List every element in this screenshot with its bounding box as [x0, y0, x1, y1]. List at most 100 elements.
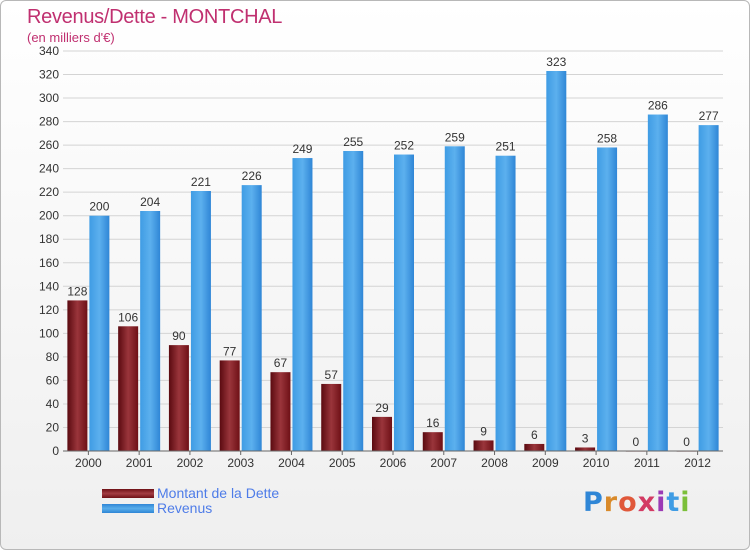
bar-dette-2000 — [67, 300, 88, 451]
x-tick-label-2008: 2008 — [481, 456, 508, 470]
data-label-dette-2006: 29 — [375, 401, 389, 415]
bar-revenus-2001 — [140, 211, 161, 451]
data-label-revenus-2000: 200 — [89, 200, 109, 214]
data-label-revenus-2004: 249 — [292, 142, 312, 156]
logo-letter: P — [583, 487, 604, 518]
data-label-dette-2002: 90 — [172, 329, 186, 343]
y-tick-label: 0 — [52, 444, 59, 458]
data-label-revenus-2003: 226 — [242, 169, 262, 183]
bars — [67, 71, 719, 452]
data-label-dette-2001: 106 — [118, 310, 138, 324]
y-tick-label: 100 — [39, 326, 59, 340]
bar-revenus-2011 — [647, 114, 668, 451]
x-axis-ticks: 2000 2001 2002 2003 2004 2005 2006 2007 2008 2009… — [75, 451, 711, 470]
bar-revenus-2003 — [241, 185, 262, 451]
bar-dette-2006 — [372, 416, 392, 451]
bar-revenus-2006 — [394, 154, 414, 451]
legend-label-revenus: Revenus — [157, 500, 213, 516]
y-tick-label: 300 — [39, 91, 59, 105]
y-tick-label: 40 — [46, 397, 60, 411]
x-tick-label-2000: 2000 — [75, 456, 102, 470]
bar-revenus-2008 — [495, 155, 516, 452]
bar-dette-2004 — [270, 372, 291, 451]
x-tick-label-2012: 2012 — [684, 456, 711, 470]
bar-dette-2008 — [473, 440, 494, 451]
x-tick-label-2002: 2002 — [177, 456, 204, 470]
data-label-revenus-2009: 323 — [546, 55, 566, 69]
chart-title: Revenus/Dette - MONTCHAL — [27, 6, 283, 28]
y-tick-label: 20 — [46, 420, 60, 434]
legend-label-dette: Montant de la Dette — [157, 485, 280, 501]
bar-dette-2009 — [524, 443, 545, 451]
bar-dette-2001 — [118, 326, 139, 451]
data-labels: 1282001062049022177226672495725529252162… — [67, 55, 719, 449]
proxiti-logo: Proxiti — [583, 487, 691, 518]
x-tick-label-2005: 2005 — [329, 456, 356, 470]
y-tick-label: 160 — [39, 256, 59, 270]
y-tick-label: 200 — [39, 209, 59, 223]
y-tick-label: 220 — [39, 185, 59, 199]
bar-revenus-2000 — [89, 215, 110, 451]
y-axis-ticks: 0 20 40 60 80 100 120 140 160 180 200 220 240 260 280 3… — [39, 44, 59, 458]
y-tick-label: 240 — [39, 162, 59, 176]
data-label-dette-2010: 3 — [582, 431, 589, 445]
bar-revenus-2002 — [190, 191, 211, 451]
logo-letter: i — [656, 487, 667, 518]
data-label-revenus-2006: 252 — [394, 139, 414, 153]
logo-letter: r — [603, 487, 619, 518]
y-tick-label: 60 — [46, 373, 60, 387]
y-tick-label: 340 — [39, 44, 59, 58]
legend-swatch-dette — [102, 489, 154, 498]
logo-letter: x — [637, 487, 657, 518]
legend-swatch-revenus — [102, 504, 154, 513]
bar-revenus-2012 — [698, 125, 719, 451]
data-label-dette-2004: 67 — [274, 356, 288, 370]
data-label-revenus-2002: 221 — [191, 175, 211, 189]
bar-dette-2010 — [575, 447, 596, 451]
data-label-revenus-2005: 255 — [343, 135, 363, 149]
bar-dette-2005 — [321, 383, 342, 451]
data-label-revenus-2008: 251 — [496, 140, 516, 154]
data-label-revenus-2010: 258 — [597, 131, 617, 145]
data-label-dette-2000: 128 — [67, 284, 87, 298]
data-label-revenus-2011: 286 — [648, 99, 668, 113]
data-label-revenus-2001: 204 — [140, 195, 160, 209]
y-tick-label: 260 — [39, 138, 59, 152]
x-tick-label-2007: 2007 — [430, 456, 457, 470]
data-label-dette-2003: 77 — [223, 344, 237, 358]
x-tick-label-2004: 2004 — [278, 456, 305, 470]
data-label-dette-2011: 0 — [633, 435, 640, 449]
x-tick-label-2011: 2011 — [634, 456, 660, 470]
data-label-dette-2005: 57 — [325, 368, 339, 382]
x-tick-label-2003: 2003 — [227, 456, 254, 470]
data-label-revenus-2007: 259 — [445, 130, 465, 144]
bar-revenus-2005 — [343, 151, 364, 451]
y-tick-label: 120 — [39, 303, 59, 317]
bar-revenus-2007 — [444, 146, 465, 451]
y-tick-label: 180 — [39, 232, 59, 246]
data-label-dette-2007: 16 — [426, 416, 440, 430]
logo-letter: i — [680, 487, 691, 518]
bar-dette-2002 — [168, 345, 189, 451]
bar-dette-2003 — [219, 360, 240, 451]
y-tick-label: 280 — [39, 115, 59, 129]
gridlines — [63, 50, 723, 428]
data-label-dette-2008: 9 — [480, 424, 487, 438]
data-label-revenus-2012: 277 — [699, 109, 719, 123]
x-tick-label-2010: 2010 — [583, 456, 610, 470]
data-label-dette-2012: 0 — [683, 435, 690, 449]
bar-revenus-2010 — [597, 147, 618, 451]
bar-dette-2007 — [422, 432, 443, 451]
data-label-dette-2009: 6 — [531, 428, 538, 442]
x-tick-label-2006: 2006 — [380, 456, 407, 470]
y-tick-label: 80 — [46, 350, 60, 364]
y-tick-label: 320 — [39, 68, 59, 82]
logo-letter: t — [666, 487, 681, 518]
x-tick-label-2001: 2001 — [126, 456, 153, 470]
x-tick-label-2009: 2009 — [532, 456, 559, 470]
chart-subtitle: (en milliers d'€) — [27, 30, 115, 45]
bar-revenus-2009 — [546, 71, 567, 451]
bar-revenus-2004 — [292, 158, 313, 451]
